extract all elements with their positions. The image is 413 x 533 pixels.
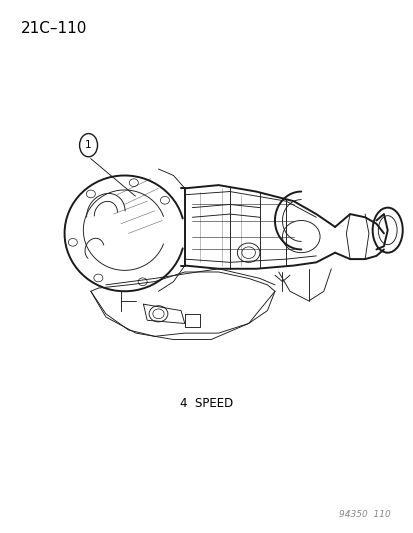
- Text: 4  SPEED: 4 SPEED: [180, 397, 233, 410]
- Text: 21C–110: 21C–110: [21, 21, 87, 36]
- Text: 1: 1: [85, 140, 92, 150]
- Text: 94350  110: 94350 110: [338, 510, 390, 519]
